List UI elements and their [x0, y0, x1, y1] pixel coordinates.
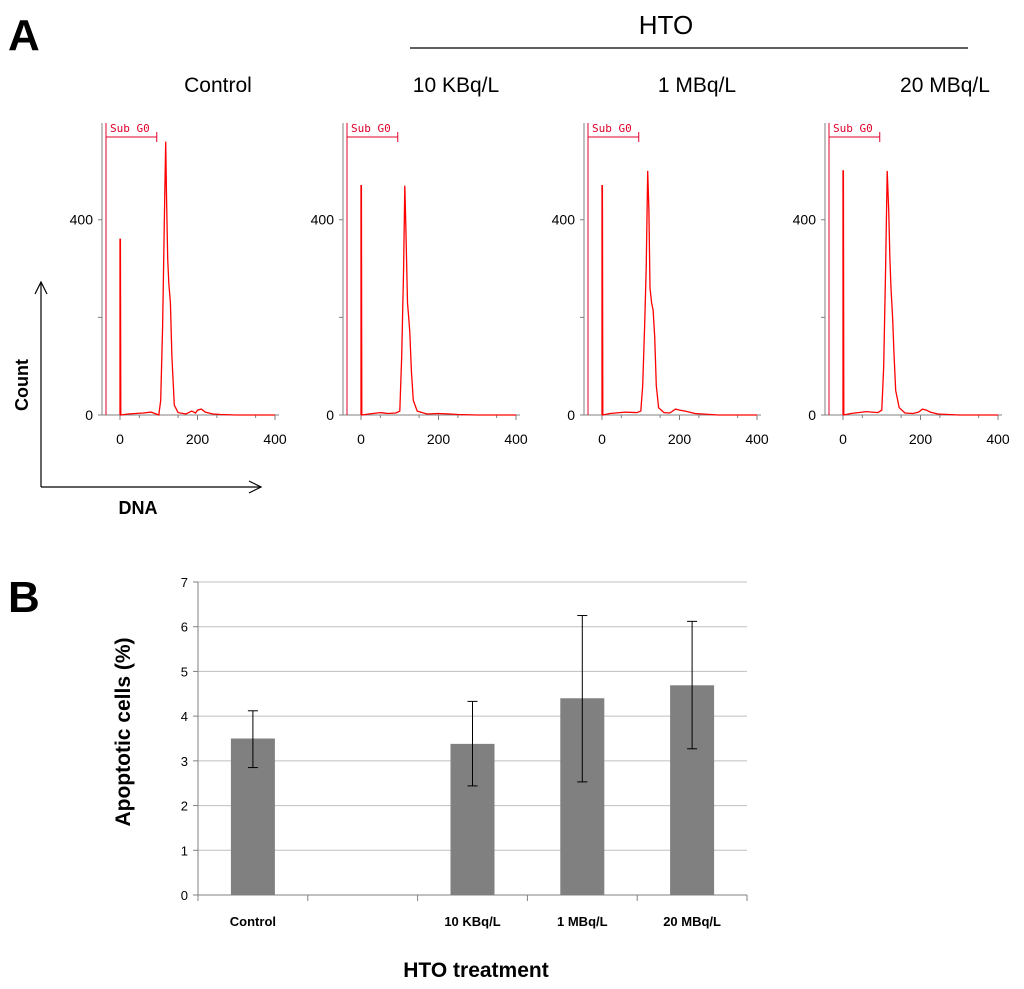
histogram-20mbq: 0 200 400 0 400 Sub G0	[793, 122, 1010, 447]
histogram-x-tick-label: 200	[186, 431, 210, 447]
histogram-x-tick-label: 200	[909, 431, 933, 447]
histogram-x-tick-label: 0	[839, 431, 847, 447]
count-arrow-icon	[34, 280, 48, 295]
bar-y-tick-label: 2	[181, 799, 188, 814]
histogram-x-tick-label: 400	[745, 431, 769, 447]
bar-category-label: 1 MBq/L	[557, 914, 608, 929]
dna-axis-title: DNA	[119, 498, 158, 518]
bar-category-label: Control	[230, 914, 276, 929]
gate-label: Sub G0	[110, 122, 150, 135]
histogram-trace	[842, 170, 998, 416]
histogram-1mbq: 0 200 400 0 400 Sub G0	[552, 122, 769, 447]
histogram-y-tick-label: 0	[808, 407, 816, 423]
histogram-y-tick-label: 400	[311, 212, 335, 228]
apoptosis-bar-chart: 0 1 2 3 4 5 6 7 Control 10 KBq/L 1 MBq/L 20 MBq/L	[181, 575, 748, 929]
histogram-trace	[601, 170, 757, 416]
bar-category-label: 20 MBq/L	[663, 914, 721, 929]
histogram-control: 0 200 400 0 400 Sub G0	[70, 122, 287, 447]
histogram-y-tick-label: 400	[552, 212, 576, 228]
histogram-x-tick-label: 400	[504, 431, 528, 447]
bar-y-tick-label: 3	[181, 754, 188, 769]
bar-y-axis-label: Apoptotic cells (%)	[112, 637, 135, 826]
dna-arrow-icon	[248, 480, 263, 494]
bar-y-tick-label: 1	[181, 843, 188, 858]
condition-label-1mbq: 1 MBq/L	[658, 74, 736, 97]
bar-y-tick-label: 4	[181, 709, 188, 724]
bar-category-label: 10 KBq/L	[444, 914, 500, 929]
condition-label-20mbq: 20 MBq/L	[900, 74, 990, 97]
histogram-y-tick-label: 400	[70, 212, 94, 228]
histogram-y-tick-label: 0	[567, 407, 575, 423]
bar-y-tick-label: 7	[181, 575, 188, 590]
histogram-y-tick-label: 0	[326, 407, 334, 423]
histogram-y-tick-label: 0	[85, 407, 93, 423]
histogram-x-tick-label: 200	[427, 431, 451, 447]
histogram-10kbq: 0 200 400 0 400 Sub G0	[311, 122, 528, 447]
histogram-x-tick-label: 0	[598, 431, 606, 447]
histogram-x-tick-label: 0	[116, 431, 124, 447]
hto-group-label: HTO	[639, 10, 693, 40]
gate-label: Sub G0	[351, 122, 391, 135]
histogram-x-tick-label: 400	[263, 431, 287, 447]
count-dna-axes: Count DNA	[12, 280, 263, 518]
gate-label: Sub G0	[592, 122, 632, 135]
histogram-x-tick-label: 400	[986, 431, 1010, 447]
bar-y-tick-label: 6	[181, 620, 188, 635]
panel-b-letter: B	[8, 573, 40, 622]
histogram-x-tick-label: 200	[668, 431, 692, 447]
bar-x-axis-label: HTO treatment	[403, 959, 548, 982]
histogram-trace	[360, 184, 516, 416]
panel-a-letter: A	[8, 11, 40, 60]
histogram-y-tick-label: 400	[793, 212, 817, 228]
bar-y-tick-label: 0	[181, 888, 188, 903]
count-axis-title: Count	[12, 359, 32, 411]
bar-y-tick-label: 5	[181, 664, 188, 679]
histogram-x-tick-label: 0	[357, 431, 365, 447]
condition-label-10kbq: 10 KBq/L	[413, 74, 499, 97]
condition-label-control: Control	[184, 74, 252, 97]
histogram-trace	[119, 141, 275, 416]
gate-label: Sub G0	[833, 122, 873, 135]
